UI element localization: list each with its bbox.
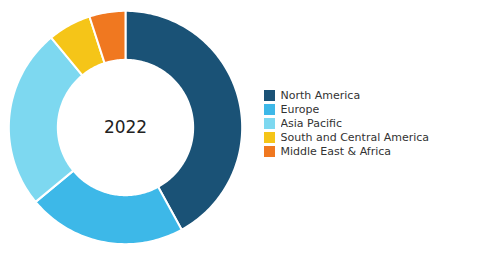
html-text:Europe: Europe — [280, 103, 320, 117]
svg-text:2022: 2022 — [104, 117, 147, 137]
html-text:Middle East & Africa: Middle East & Africa — [280, 145, 391, 159]
html-text:North America: North America — [280, 89, 361, 103]
html-text:South and Central America: South and Central America — [280, 131, 430, 145]
html-text:Asia Pacific: Asia Pacific — [280, 117, 342, 131]
